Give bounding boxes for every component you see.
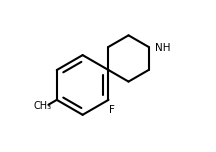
Text: NH: NH bbox=[154, 43, 170, 53]
Text: F: F bbox=[109, 105, 115, 115]
Text: CH₃: CH₃ bbox=[33, 101, 51, 111]
